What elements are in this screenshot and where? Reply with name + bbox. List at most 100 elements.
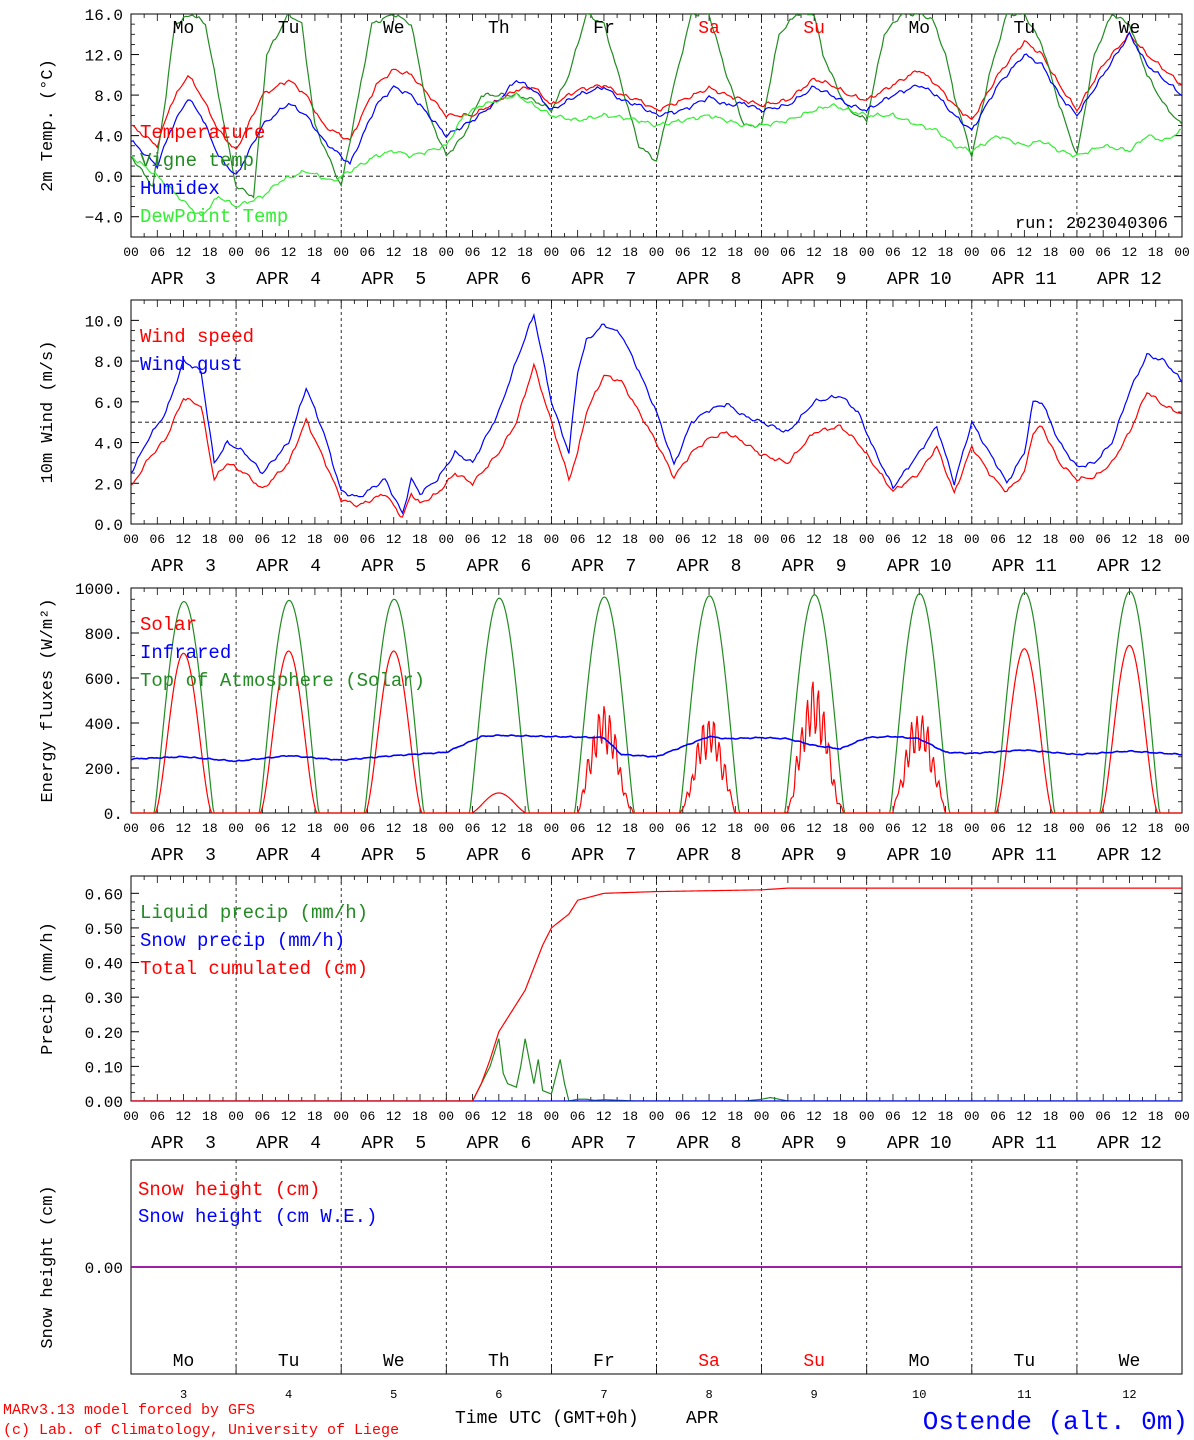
precip-panel: 0.00 0.10 0.20 0.30 0.40 0.50 0.60 Precip (mm/h… <box>39 875 1190 1154</box>
hour-label: 06 <box>255 532 271 547</box>
energy-panel: 0. 200. 400. 600. 800. 1000. Energy fluxes (W/… <box>39 581 1190 866</box>
y-axis-label: Snow height (cm) <box>39 1185 58 1348</box>
hour-label: 00 <box>649 532 665 547</box>
weekday-label: Su <box>803 19 825 39</box>
date-label: APR 7 <box>572 270 637 290</box>
hour-label: 12 <box>1017 532 1033 547</box>
y-tick-label: 0.50 <box>85 921 123 939</box>
y-axis-label: Energy fluxes (W/m²) <box>39 598 58 802</box>
hour-label: 06 <box>255 1109 271 1124</box>
day-number: 11 <box>1017 1388 1031 1402</box>
hour-label: 18 <box>307 821 323 836</box>
legend-entry: Wind speed <box>140 326 254 348</box>
hour-label: 06 <box>465 821 481 836</box>
hour-label: 00 <box>1069 245 1085 260</box>
hour-label: 18 <box>938 1109 954 1124</box>
date-label: APR 9 <box>782 1134 847 1154</box>
date-label: APR 11 <box>992 557 1057 577</box>
hour-label: 06 <box>465 1109 481 1124</box>
hour-label: 18 <box>307 532 323 547</box>
hour-label: 18 <box>517 1109 533 1124</box>
y-tick-label: 400. <box>85 716 123 734</box>
hour-label: 00 <box>754 245 770 260</box>
weekday-label: Fr <box>593 1352 615 1372</box>
hour-label: 00 <box>964 821 980 836</box>
series-line <box>131 734 1182 763</box>
hour-label: 00 <box>333 1109 349 1124</box>
hour-label: 06 <box>465 532 481 547</box>
hour-label: 18 <box>412 821 428 836</box>
hour-label: 06 <box>780 245 796 260</box>
day-number: 9 <box>811 1388 818 1402</box>
date-label: APR 6 <box>466 557 531 577</box>
y-tick-label: 0.30 <box>85 990 123 1008</box>
hour-label: 06 <box>885 1109 901 1124</box>
weekday-label: Th <box>488 19 510 39</box>
weekday-label: Tu <box>278 1352 300 1372</box>
hour-label: 18 <box>412 1109 428 1124</box>
hour-label: 12 <box>701 532 717 547</box>
hour-label: 12 <box>1017 1109 1033 1124</box>
date-label: APR 4 <box>256 846 321 866</box>
legend-entry: Humidex <box>140 178 220 200</box>
hour-label: 18 <box>1043 245 1059 260</box>
hour-label: 00 <box>1174 1109 1190 1124</box>
hour-label: 12 <box>806 1109 822 1124</box>
weekday-label: Tu <box>278 19 300 39</box>
date-label: APR 4 <box>256 270 321 290</box>
hour-label: 00 <box>228 245 244 260</box>
series-line <box>131 644 1182 813</box>
series-line <box>131 14 1182 199</box>
hour-label: 18 <box>202 1109 218 1124</box>
hour-label: 00 <box>649 245 665 260</box>
series-line <box>131 590 1182 813</box>
y-tick-label: 0.40 <box>85 956 123 974</box>
legend-entry: Top of Atmosphere (Solar) <box>140 670 425 692</box>
weekday-label: Mo <box>173 1352 195 1372</box>
y-tick-label: 8.0 <box>94 354 123 372</box>
hour-label: 12 <box>596 821 612 836</box>
precip-series-group <box>131 887 1182 1101</box>
hour-label: 00 <box>228 532 244 547</box>
hour-label: 12 <box>176 245 192 260</box>
hour-label: 12 <box>911 821 927 836</box>
y-tick-label: 0.20 <box>85 1025 123 1043</box>
weekday-label: Tu <box>1014 1352 1036 1372</box>
hour-label: 06 <box>1095 245 1111 260</box>
hour-label: 00 <box>123 532 139 547</box>
hour-label: 18 <box>307 245 323 260</box>
hour-label: 00 <box>859 1109 875 1124</box>
hour-label: 12 <box>1017 821 1033 836</box>
hour-label: 06 <box>780 821 796 836</box>
legend-entry: Liquid precip (mm/h) <box>140 902 368 924</box>
hour-label: 12 <box>701 821 717 836</box>
y-tick-label: 0.60 <box>85 886 123 904</box>
hour-label: 18 <box>728 1109 744 1124</box>
day-number: 3 <box>180 1388 187 1402</box>
day-number: 7 <box>600 1388 607 1402</box>
legend-entry: Snow precip (mm/h) <box>140 930 345 952</box>
hour-label: 12 <box>491 245 507 260</box>
hour-label: 00 <box>333 245 349 260</box>
series-line <box>131 91 1182 217</box>
hour-label: 18 <box>622 245 638 260</box>
weekday-label: Fr <box>593 19 615 39</box>
hour-label: 06 <box>780 1109 796 1124</box>
date-label: APR 3 <box>151 557 216 577</box>
hour-label: 06 <box>675 821 691 836</box>
footer: MARv3.13 model forced by GFS (c) Lab. of … <box>3 1402 1188 1439</box>
hour-label: 18 <box>833 1109 849 1124</box>
y-tick-label: 0.00 <box>85 1094 123 1112</box>
hour-label: 06 <box>465 245 481 260</box>
y-axis-label: Precip (mm/h) <box>39 922 58 1055</box>
hour-label: 12 <box>491 1109 507 1124</box>
hour-label: 06 <box>675 1109 691 1124</box>
hour-label: 12 <box>596 1109 612 1124</box>
hour-label: 18 <box>938 532 954 547</box>
weekday-label: Tu <box>1014 19 1036 39</box>
hour-label: 12 <box>1122 532 1138 547</box>
legend-entry: Total cumulated (cm) <box>140 958 368 980</box>
hour-label: 00 <box>964 245 980 260</box>
hour-label: 06 <box>360 821 376 836</box>
